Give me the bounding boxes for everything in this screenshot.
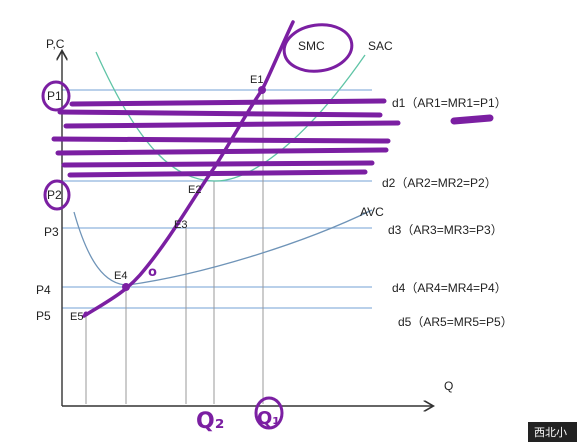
demand-label-d2: d2（AR2=MR2=P2）	[382, 176, 497, 190]
y-axis-label: P,C	[46, 37, 65, 51]
handwritten-dot: o	[148, 265, 157, 280]
point-label-e3: E3	[174, 219, 187, 231]
handwritten-q2: Q₂	[196, 409, 224, 434]
point-label-e5: E5	[70, 311, 83, 323]
price-label-p3: P3	[44, 225, 59, 239]
price-label-p5: P5	[36, 309, 51, 323]
watermark: 西北小	[534, 426, 567, 439]
price-label-p2: P2	[47, 188, 62, 202]
point-label-e1: E1	[250, 74, 263, 86]
smc-curve	[82, 20, 295, 318]
price-label-p4: P4	[36, 283, 51, 297]
point-label-e2: E2	[188, 184, 201, 196]
demand-label-d3: d3（AR3=MR3=P3）	[388, 223, 503, 237]
demand-label-d1: d1（AR1=MR1=P1）	[392, 96, 507, 110]
avc-label: AVC	[360, 205, 384, 219]
sac-label: SAC	[368, 39, 393, 53]
point-label-e4: E4	[114, 270, 127, 282]
hand-circles	[41, 23, 354, 430]
demand-label-d4: d4（AR4=MR4=P4）	[392, 281, 507, 295]
price-label-p1: P1	[47, 89, 62, 103]
watermark-bg	[528, 422, 577, 442]
hand-scribbles	[51, 98, 494, 178]
handwritten-q1: Q₁	[257, 408, 280, 429]
smc-label: SMC	[298, 39, 325, 53]
demand-label-d5: d5（AR5=MR5=P5）	[398, 315, 513, 329]
avc-curve	[73, 209, 373, 286]
equilibrium-points	[83, 86, 266, 317]
x-axis-label: Q	[444, 379, 453, 393]
